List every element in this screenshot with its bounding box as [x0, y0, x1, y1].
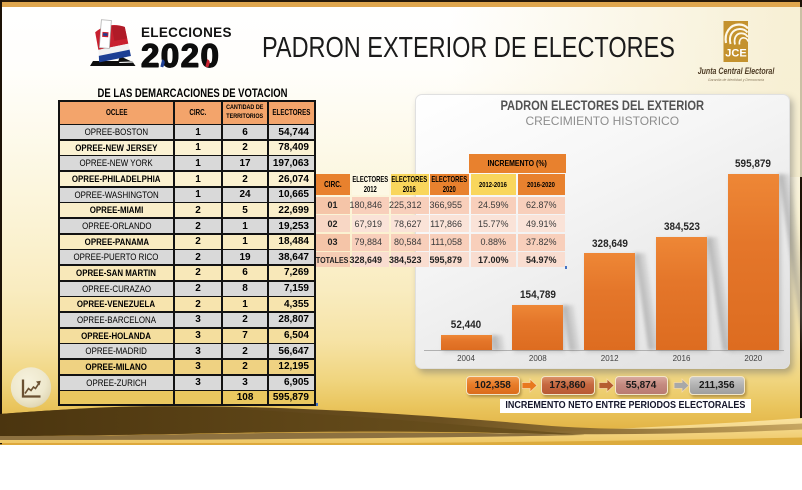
svg-text:JCE: JCE: [725, 48, 746, 60]
